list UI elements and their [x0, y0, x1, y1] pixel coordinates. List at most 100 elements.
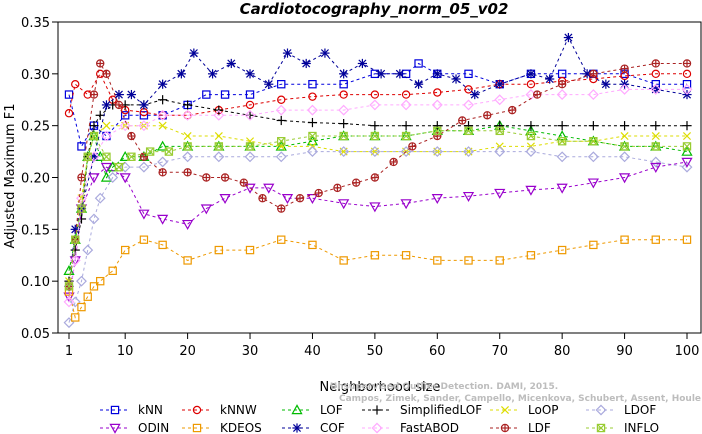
data-point-knn-1 [77, 142, 86, 151]
data-point-simplifiedlof-23 [588, 121, 598, 131]
data-point-fastabod-14 [369, 99, 381, 111]
data-point-inflo-26 [682, 142, 692, 151]
y-tick-label-2: 0.15 [21, 223, 50, 238]
series-line-fastabod [68, 88, 687, 302]
data-point-cof-21 [395, 69, 405, 79]
data-point-ldof-21 [525, 146, 537, 158]
data-point-cof-23 [432, 69, 442, 79]
legend-item-knnw: kNNW [182, 403, 257, 417]
data-point-ldof-24 [619, 151, 631, 163]
data-point-inflo-1 [71, 235, 80, 244]
x-tick-label-30: 30 [242, 344, 259, 359]
plot-frame [57, 21, 702, 334]
data-point-odin-16 [369, 202, 381, 213]
data-point-cof-28 [545, 74, 555, 84]
series-line-ldf [68, 62, 687, 287]
data-point-ldf-2 [77, 173, 86, 182]
data-point-ldof-13 [275, 151, 287, 163]
x-tick-label-80: 80 [554, 344, 571, 359]
data-point-ldf-6 [114, 100, 124, 110]
legend-item-loop: LoOP [490, 403, 559, 417]
data-point-knn-16 [414, 59, 423, 68]
data-point-kdeos-11 [214, 245, 224, 255]
data-point-kdeos-3 [83, 292, 92, 301]
data-point-odin-14 [306, 194, 319, 205]
legend-marker-odin [109, 423, 121, 434]
data-point-inflo-14 [308, 131, 317, 141]
legend-item-kdeos: KDEOS [182, 421, 262, 434]
data-point-cof-11 [207, 69, 218, 79]
data-point-fastabod-6 [138, 120, 150, 132]
legend-label-ldof: LDOF [624, 403, 656, 417]
data-point-fastabod-1 [69, 254, 81, 266]
data-point-cof-24 [451, 74, 461, 84]
y-tick-label-1: 0.10 [21, 275, 50, 290]
data-point-odin-18 [431, 194, 443, 205]
data-point-odin-8 [181, 219, 194, 230]
x-tick-label-100: 100 [675, 344, 700, 359]
data-point-fastabod-10 [244, 109, 256, 121]
series-line-odin [68, 161, 688, 297]
data-point-odin-19 [462, 191, 475, 202]
data-point-cof-29 [563, 32, 573, 43]
data-point-fastabod-12 [307, 104, 318, 116]
data-point-simplifiedlof-22 [557, 121, 567, 131]
data-point-odin-22 [556, 183, 568, 194]
data-point-kdeos-17 [401, 251, 411, 260]
data-point-cof-6 [126, 89, 137, 100]
data-point-ldf-31 [651, 59, 660, 68]
data-point-ldof-26 [681, 161, 693, 173]
data-point-loop-23 [620, 132, 629, 141]
data-point-lof-0 [63, 264, 75, 275]
data-point-odin-1 [69, 256, 81, 267]
series-line-knn [68, 62, 687, 148]
data-point-knnw-19 [526, 79, 536, 89]
data-point-knnw-16 [433, 88, 442, 97]
x-tick-label-40: 40 [304, 344, 321, 359]
data-point-simplifiedlof-26 [682, 121, 692, 131]
legend-marker-fastabod [371, 422, 383, 434]
data-point-ldof-20 [494, 146, 506, 158]
data-point-knn-13 [339, 79, 348, 89]
data-point-fastabod-17 [463, 99, 474, 111]
data-point-ldf-15 [277, 204, 286, 213]
data-point-kdeos-1 [71, 313, 80, 322]
data-point-odin-21 [525, 185, 537, 196]
data-point-kdeos-7 [120, 245, 130, 255]
data-point-ldf-25 [483, 111, 492, 120]
data-point-ldof-9 [157, 156, 169, 168]
data-point-cof-17 [320, 48, 330, 58]
legend-label-cof: COF [320, 421, 345, 434]
data-point-knnw-14 [370, 90, 380, 99]
data-point-ldf-23 [433, 131, 442, 141]
data-point-ldf-32 [682, 59, 692, 68]
data-point-ldof-22 [556, 151, 568, 163]
data-point-cof-5 [114, 89, 124, 100]
data-point-fastabod-15 [400, 99, 412, 111]
data-point-odin-26 [681, 157, 693, 168]
x-axis-label: Neighborhood size [320, 380, 441, 395]
series-simplifiedlof [64, 95, 692, 286]
data-point-odin-15 [338, 199, 350, 210]
data-point-inflo-15 [339, 131, 348, 141]
data-point-simplifiedlof-14 [307, 117, 318, 128]
data-point-loop-10 [214, 132, 223, 141]
data-point-fastabod-20 [556, 89, 568, 101]
data-point-fastabod-13 [338, 104, 350, 116]
data-point-knn-0 [64, 90, 74, 99]
data-point-odin-10 [219, 194, 231, 205]
data-point-loop-9 [183, 132, 192, 141]
data-point-cof-15 [282, 48, 293, 58]
x-tick-label-60: 60 [429, 344, 446, 359]
data-point-ldf-16 [295, 194, 305, 203]
y-tick-label-3: 0.20 [21, 172, 50, 187]
data-point-ldof-17 [400, 146, 412, 158]
data-point-cof-8 [158, 79, 168, 89]
watermark-line-2: Campos, Zimek, Sander, Campello, Micenko… [339, 394, 701, 404]
watermark-line-1: Unsupervised Outlier Detection. DAMI, 20… [330, 382, 558, 392]
data-point-inflo-9 [164, 147, 174, 156]
legend-item-ldof: LDOF [586, 403, 656, 417]
data-point-cof-4 [101, 100, 112, 110]
data-point-kdeos-12 [245, 245, 255, 255]
